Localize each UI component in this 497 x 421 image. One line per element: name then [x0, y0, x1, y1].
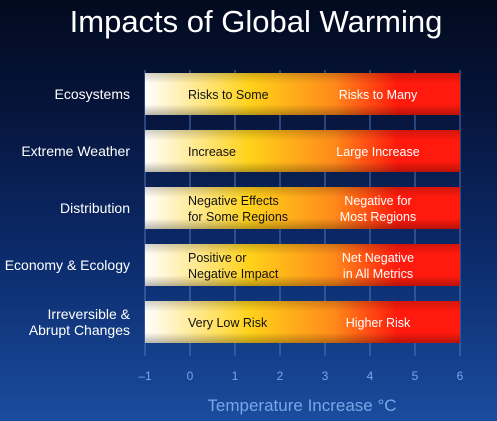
- high-impact-label: Most Regions: [340, 210, 416, 224]
- tick-label: 0: [187, 369, 194, 383]
- rows: Ecosystems Risks to Some Risks to Many Extr…: [5, 73, 460, 343]
- tick-label: –1: [138, 369, 152, 383]
- low-impact-label: Positive or: [188, 251, 246, 265]
- high-impact-label: Risks to Many: [339, 88, 418, 102]
- tick-label: 6: [457, 369, 464, 383]
- low-impact-label: Risks to Some: [188, 88, 269, 102]
- high-impact-label: Negative for: [344, 194, 411, 208]
- tick-label: 3: [322, 369, 329, 383]
- low-impact-label: Negative Effects: [188, 194, 279, 208]
- impact-row: Extreme Weather Increase Large Increase: [21, 130, 460, 172]
- impact-row: Ecosystems Risks to Some Risks to Many: [55, 73, 460, 115]
- row-label: Distribution: [60, 200, 130, 216]
- tick-label: 4: [367, 369, 374, 383]
- chart-title: Impacts of Global Warming: [70, 4, 443, 39]
- impact-bar-shade: [145, 73, 460, 115]
- tick-label: 2: [277, 369, 284, 383]
- low-impact-label: Very Low Risk: [188, 316, 268, 330]
- impact-bar-shade: [145, 301, 460, 343]
- impact-row: Irreversible &Abrupt Changes Very Low Ris…: [29, 301, 460, 343]
- impact-row: Economy & Ecology Positive or Negative Imp…: [5, 244, 460, 286]
- row-label: Abrupt Changes: [29, 322, 130, 338]
- x-axis-ticks: –1 0 1 2 3 4 5 6: [138, 369, 463, 383]
- low-impact-label: Increase: [188, 145, 236, 159]
- high-impact-label: Net Negative: [342, 251, 414, 265]
- impact-bar-shade: [145, 130, 460, 172]
- impact-bar-shade: [145, 187, 460, 229]
- tick-label: 1: [232, 369, 239, 383]
- low-impact-label: Negative Impact: [188, 267, 279, 281]
- x-axis-label: Temperature Increase °C: [207, 396, 396, 415]
- high-impact-label: Higher Risk: [346, 316, 411, 330]
- row-label: Irreversible &: [48, 306, 131, 322]
- row-label: Extreme Weather: [21, 143, 130, 159]
- high-impact-label: Large Increase: [336, 145, 419, 159]
- low-impact-label: for Some Regions: [188, 210, 288, 224]
- impact-bar-shade: [145, 244, 460, 286]
- high-impact-label: in All Metrics: [343, 267, 413, 281]
- row-label: Ecosystems: [55, 86, 130, 102]
- tick-label: 5: [412, 369, 419, 383]
- row-label: Economy & Ecology: [5, 257, 130, 273]
- impact-row: Distribution Negative Effects for Some Reg…: [60, 187, 460, 229]
